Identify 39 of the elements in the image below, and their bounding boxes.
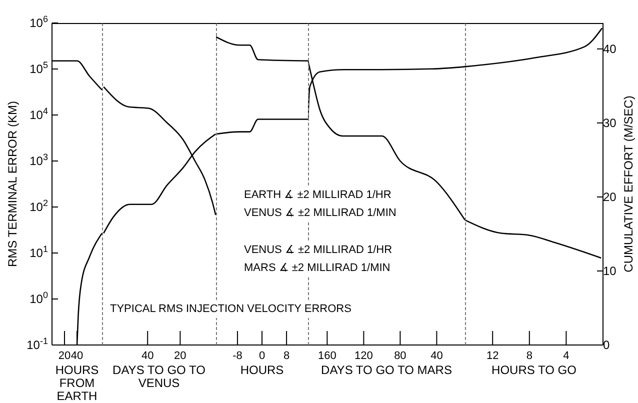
y-axis-title: RMS TERMINAL ERROR (KM) — [5, 100, 20, 268]
annotation: TYPICAL RMS INJECTION VELOCITY ERRORS — [110, 300, 352, 318]
y-tick-label: 10$^{1}$ — [30, 244, 48, 260]
y-tick-label: 10$^{3}$ — [30, 152, 48, 168]
y2-tick-label: 40 — [603, 42, 617, 56]
y-tick-label: 10$^{0}$ — [30, 290, 48, 306]
x-tick-label: 12 — [486, 350, 499, 362]
y-tick-label: 10$^{6}$ — [30, 14, 48, 30]
y2-tick-label: 20 — [603, 190, 617, 204]
x-tick-label: 0 — [258, 350, 266, 362]
y2-tick-label: 30 — [603, 116, 617, 130]
y2-axis-title: CUMULATIVE EFFORT (M/SEC) — [621, 96, 636, 272]
annotation: EARTH ∡ ±2 MILLIRAD 1/HR — [244, 188, 392, 203]
x-axis-title: DAYS TO GO TO VENUS — [112, 363, 206, 390]
y-tick-label: 10$^{5}$ — [30, 60, 48, 76]
y-tick-label: 10$^{2}$ — [30, 198, 48, 214]
x-tick-label: 40 — [430, 350, 443, 362]
x-tick-label: -8 — [232, 350, 242, 362]
annotation: VENUS ∡ ±2 MILLIRAD 1/MIN — [244, 206, 396, 221]
annotation: VENUS ∡ ±2 MILLIRAD 1/HR — [244, 243, 392, 258]
x-tick-label: 20 — [174, 350, 186, 362]
x-axis-title: HOURS FROM EARTH — [54, 363, 100, 403]
annotation: MARS ∡ ±2 MILLIRAD 1/MIN — [244, 261, 392, 276]
y-tick-label: 10$^{-1}$ — [26, 336, 48, 352]
x-axis-title: DAYS TO GO TO MARS — [320, 363, 453, 377]
y2-tick-label: 0 — [603, 338, 610, 352]
x-tick-label: 160 — [318, 350, 336, 362]
x-tick-label: 40 — [70, 350, 84, 362]
x-tick-label: 8 — [283, 350, 290, 362]
x-axis-title: HOURS — [239, 363, 285, 377]
x-tick-label: 4 — [563, 350, 570, 362]
x-axis-title: HOURS TO GO — [490, 363, 578, 377]
x-tick-label: 120 — [354, 350, 373, 362]
x-tick-label: 20 — [58, 350, 71, 362]
x-tick-label: 80 — [394, 350, 406, 362]
y-tick-label: 10$^{4}$ — [30, 106, 48, 122]
x-tick-label: 40 — [141, 350, 154, 362]
x-tick-label: 8 — [526, 350, 532, 362]
y2-tick-label: 10 — [603, 264, 617, 278]
